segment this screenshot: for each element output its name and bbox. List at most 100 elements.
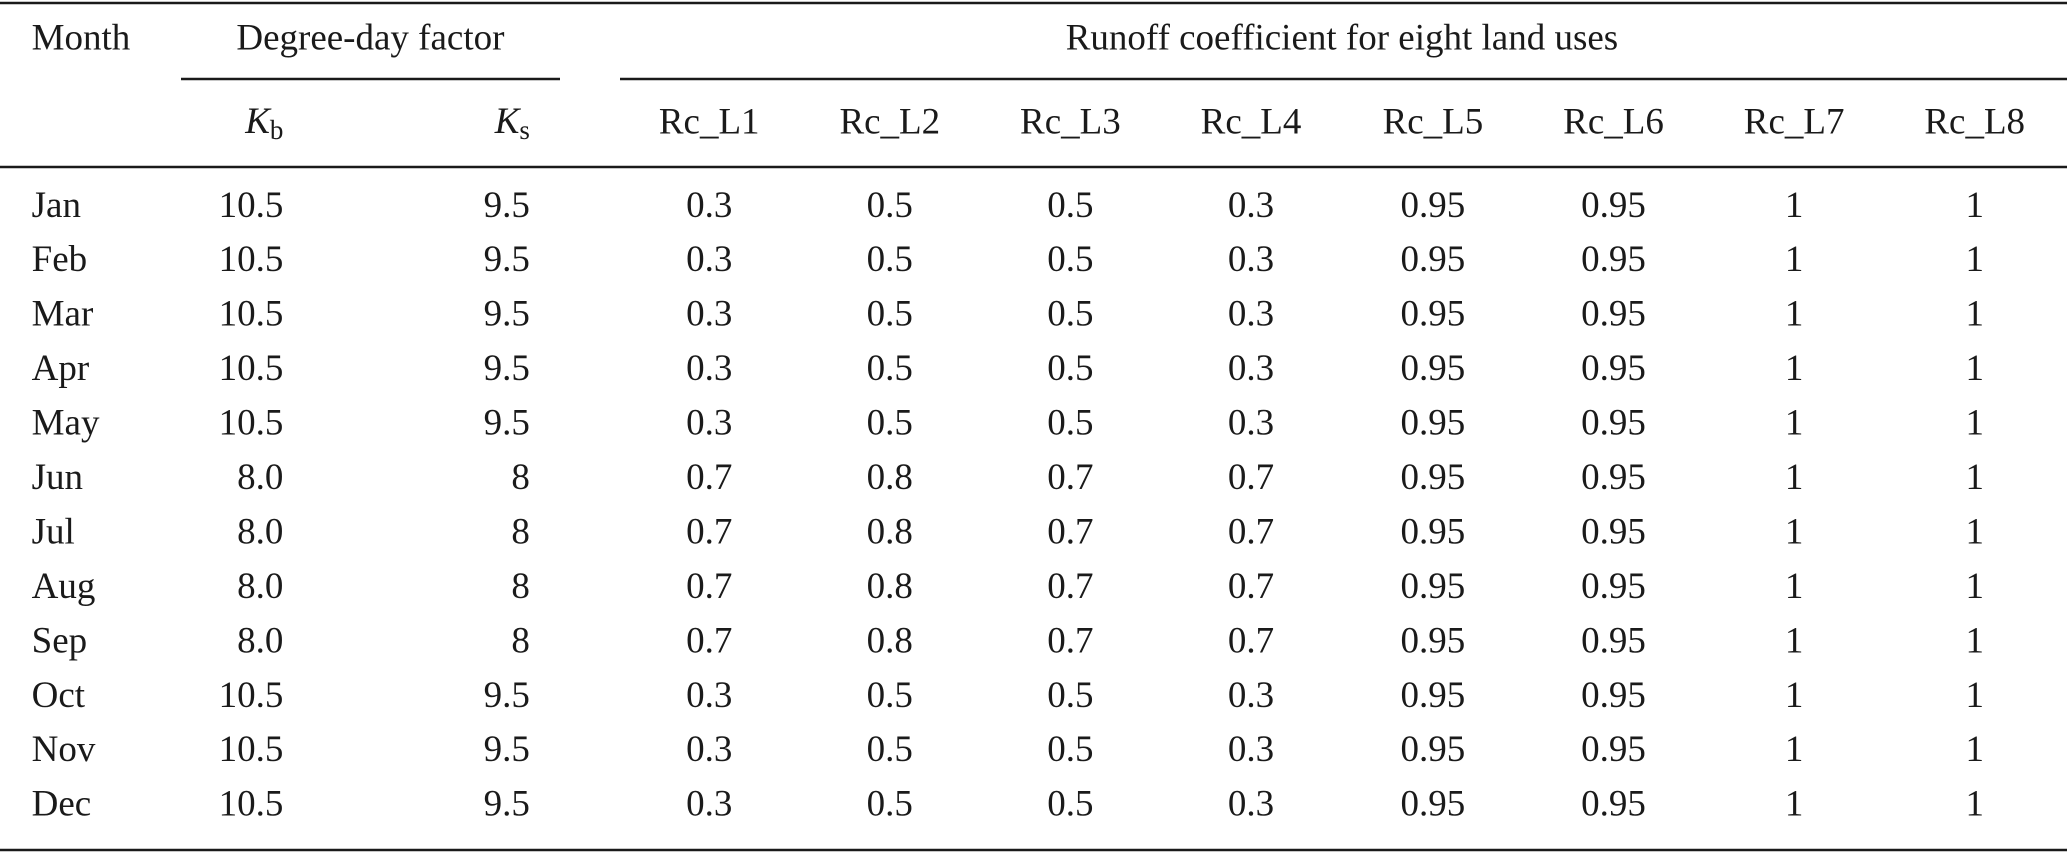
cell: 0.8 [867,511,913,552]
cell: 0.3 [686,239,732,280]
cell: 10.5 [219,784,284,825]
cell: 0.7 [1047,511,1093,552]
cell: 0.7 [1228,620,1274,661]
cell: 0.5 [867,348,913,389]
group-header: Degree-day factor [236,17,504,58]
cell: 0.3 [686,675,732,716]
row-label: Feb [32,239,88,280]
cell: 0.8 [867,620,913,661]
cell: 1 [1785,566,1804,607]
cell: 1 [1965,511,1984,552]
cell: 1 [1785,784,1804,825]
cell: 9.5 [484,784,530,825]
cell: 1 [1965,185,1984,226]
subscript: s [519,115,530,145]
cell: 0.5 [1047,675,1093,716]
sub-header: Rc_L8 [1924,102,2025,143]
row-label: Dec [32,784,92,825]
cell: 10.5 [219,729,284,770]
cell: 0.95 [1401,784,1466,825]
cell: 0.7 [1047,566,1093,607]
cell: 0.7 [686,566,732,607]
cell: 1 [1965,729,1984,770]
cell: 0.95 [1581,566,1646,607]
symbol: K [494,102,522,143]
row-label: Jan [32,185,81,226]
cell: 1 [1785,620,1804,661]
cell: 0.5 [867,294,913,335]
cell: 0.5 [1047,784,1093,825]
cell: 0.95 [1581,403,1646,444]
cell: 9.5 [484,403,530,444]
cell: 0.5 [1047,729,1093,770]
cell: 10.5 [219,403,284,444]
row-label: Nov [32,729,96,770]
cell: 1 [1965,620,1984,661]
cell: 9.5 [484,348,530,389]
cell: 1 [1785,239,1804,280]
cell: 9.5 [484,294,530,335]
cell: 0.95 [1401,566,1466,607]
cell: 0.3 [1228,185,1274,226]
cell: 0.8 [867,566,913,607]
cell: 0.5 [867,675,913,716]
cell: 10.5 [219,239,284,280]
subscript: b [270,115,284,145]
cell: 8 [511,457,530,498]
row-label: Aug [32,566,96,607]
cell: 0.3 [686,784,732,825]
cell: 0.7 [1228,566,1274,607]
sub-header: Rc_L6 [1563,102,1664,143]
cell: 0.5 [1047,294,1093,335]
symbol: K [244,102,272,143]
cell: 0.7 [1228,511,1274,552]
sub-header: Ks [494,102,530,146]
cell: 9.5 [484,729,530,770]
cell: 8.0 [237,620,283,661]
cell: 0.95 [1581,784,1646,825]
cell: 0.7 [686,511,732,552]
cell: 0.95 [1581,294,1646,335]
cell: 1 [1785,348,1804,389]
cell: 0.3 [1228,348,1274,389]
cell: 9.5 [484,675,530,716]
sub-header: Rc_L3 [1020,102,1121,143]
cell: 8.0 [237,457,283,498]
group-header: Runoff coefficient for eight land uses [1066,17,1618,58]
cell: 0.95 [1581,457,1646,498]
cell: 1 [1965,566,1984,607]
cell: 0.95 [1581,239,1646,280]
sub-header: Rc_L5 [1383,102,1484,143]
row-label: Mar [32,294,94,335]
cell: 8 [511,566,530,607]
cell: 0.3 [686,348,732,389]
cell: 0.5 [867,729,913,770]
group-header: Month [32,17,131,58]
sub-header: Kb [244,102,283,146]
sub-header: Rc_L2 [839,102,940,143]
cell: 1 [1965,784,1984,825]
cell: 0.3 [686,729,732,770]
cell: 0.3 [686,294,732,335]
cell: 1 [1965,348,1984,389]
cell: 0.3 [686,185,732,226]
row-label: Jun [32,457,83,498]
cell: 0.3 [1228,403,1274,444]
cell: 0.3 [686,403,732,444]
cell: 0.95 [1401,185,1466,226]
row-label: May [32,403,100,444]
cell: 0.95 [1401,729,1466,770]
cell: 0.3 [1228,784,1274,825]
cell: 0.7 [686,620,732,661]
cell: 0.5 [867,239,913,280]
cell: 1 [1785,511,1804,552]
row-label: Apr [32,348,90,389]
cell: 0.95 [1401,675,1466,716]
cell: 0.95 [1581,620,1646,661]
cell: 9.5 [484,185,530,226]
cell: 0.3 [1228,239,1274,280]
cell: 1 [1965,675,1984,716]
cell: 8.0 [237,566,283,607]
cell: 0.7 [686,457,732,498]
